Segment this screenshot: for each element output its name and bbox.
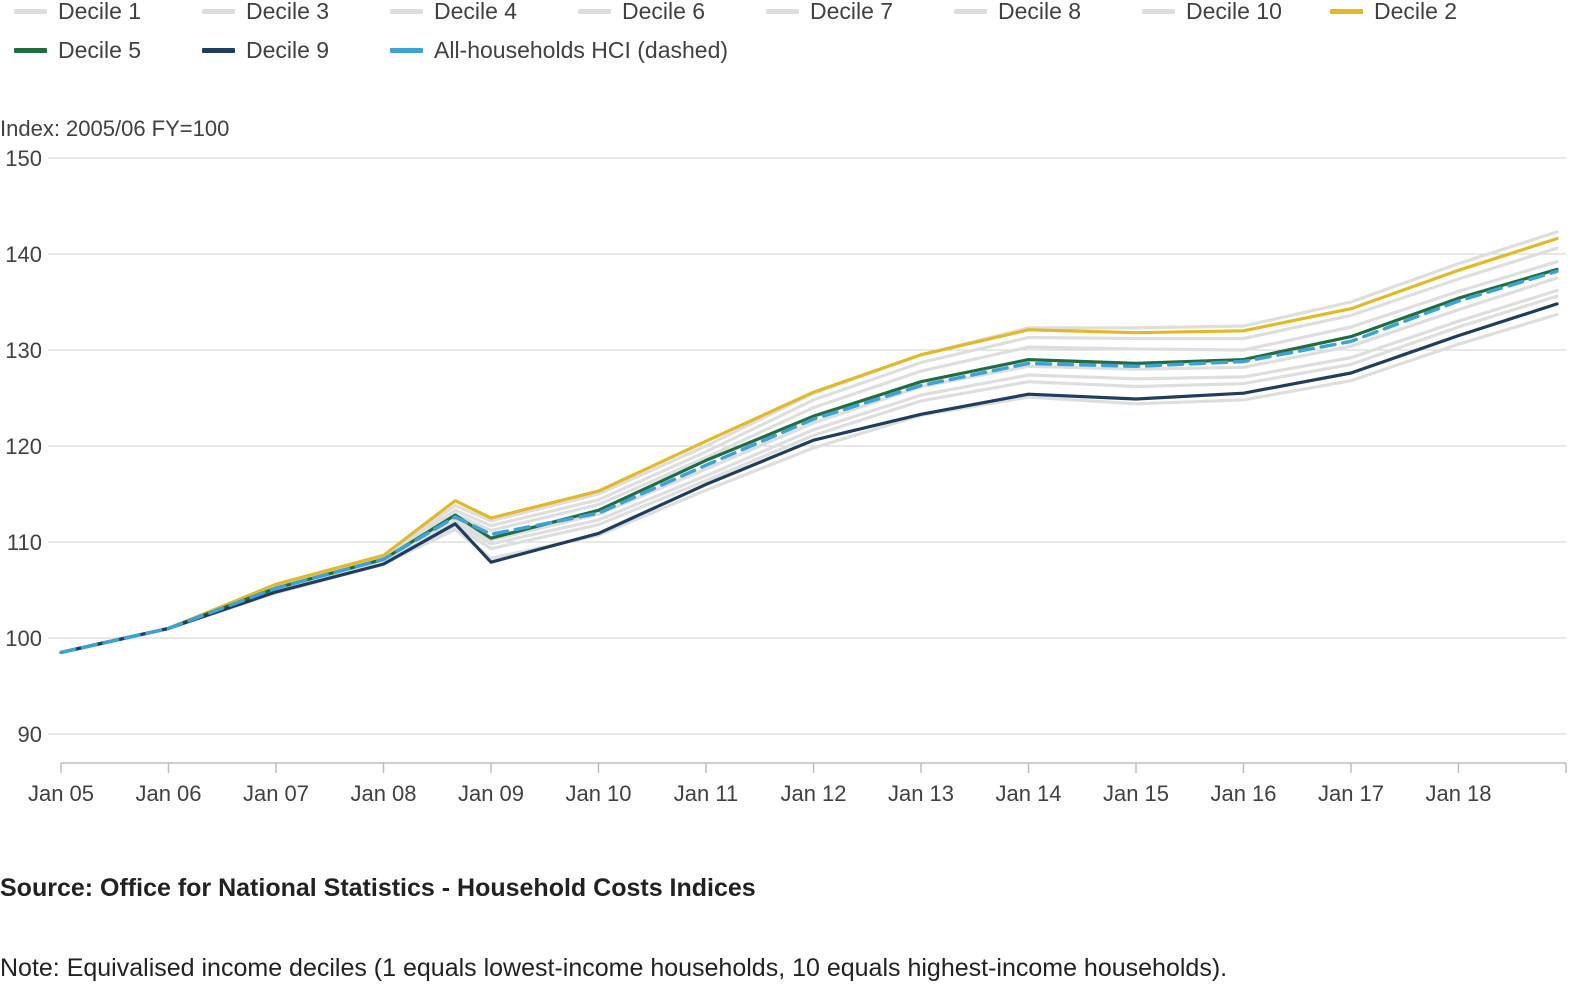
x-tick-label: Jan 05 [28,781,94,806]
legend-swatch [14,8,47,14]
y-tick-label: 120 [5,434,42,459]
legend-label: Decile 7 [810,0,894,24]
x-tick-label: Jan 13 [888,781,954,806]
legend-swatch [1330,8,1363,14]
y-tick-label: 90 [18,722,42,747]
legend-swatch [390,8,423,14]
legend-swatch [954,8,987,14]
legend-label: Decile 9 [246,36,330,63]
series-line-10 [59,269,1559,655]
x-tick-label: Jan 16 [1210,781,1276,806]
legend-label: Decile 8 [998,0,1082,24]
legend-label: Decile 5 [58,36,142,63]
x-tick-label: Jan 09 [458,781,524,806]
legend-label: All-households HCI (dashed) [434,36,729,63]
legend-label: Decile 3 [246,0,330,24]
legend-item: Decile 1 [14,0,141,31]
y-tick-label: 150 [5,146,42,171]
source-text: Source: Office for National Statistics -… [0,874,756,902]
legend: Decile 1 Decile 3 Decile 4 Decile 6 Decile 7… [0,0,1582,80]
legend-item: Decile 8 [954,0,1081,31]
legend-item: Decile 2 [1330,0,1457,31]
series-line-6 [59,312,1559,654]
x-tick-label: Jan 11 [674,781,738,806]
legend-item: Decile 3 [202,0,329,31]
legend-item: All-households HCI (dashed) [390,30,728,70]
legend-item: Decile 5 [14,30,141,70]
x-tick-label: Jan 12 [780,781,846,806]
legend-item: Decile 7 [766,0,893,31]
legend-swatch [1142,8,1175,14]
x-tick-label: Jan 14 [995,781,1061,806]
x-tick-label: Jan 18 [1425,781,1491,806]
legend-label: Decile 6 [622,0,706,24]
legend-label: Decile 2 [1374,0,1458,24]
legend-item: Decile 4 [390,0,517,31]
legend-swatch [766,8,799,14]
x-tick-label: Jan 08 [350,781,416,806]
legend-swatch [14,47,47,53]
series-line-7 [59,237,1559,654]
legend-label: Decile 4 [434,0,518,24]
legend-swatch [202,8,235,14]
legend-swatch [390,47,423,53]
line-chart: 90 100 110 120 130 140 150 Jan 05 Jan 06 Jan 07 Ja… [5,146,1567,806]
y-tick-label: 130 [5,338,42,363]
series-line-8 [59,267,1559,654]
legend-label: Decile 1 [58,0,142,24]
x-tick-label: Jan 10 [565,781,631,806]
series-line-3 [59,276,1559,654]
note-text: Note: Equivalised income deciles (1 equa… [0,954,1228,982]
y-tick-label: 110 [7,530,42,555]
x-tick-label: Jan 17 [1318,781,1384,806]
legend-swatch [202,47,235,53]
legend-label: Decile 10 [1186,0,1282,24]
x-tick-label: Jan 07 [243,781,309,806]
x-tick-label: Jan 15 [1103,781,1169,806]
legend-item: Decile 10 [1142,0,1282,31]
legend-item: Decile 6 [578,0,705,31]
legend-swatch [578,8,611,14]
x-tick-label: Jan 06 [135,781,201,806]
y-axis-unit-label: Index: 2005/06 FY=100 [0,116,230,141]
y-tick-label: 140 [5,242,42,267]
y-tick-label: 100 [5,626,42,651]
legend-item: Decile 9 [202,30,329,70]
series-line-9 [59,302,1559,654]
